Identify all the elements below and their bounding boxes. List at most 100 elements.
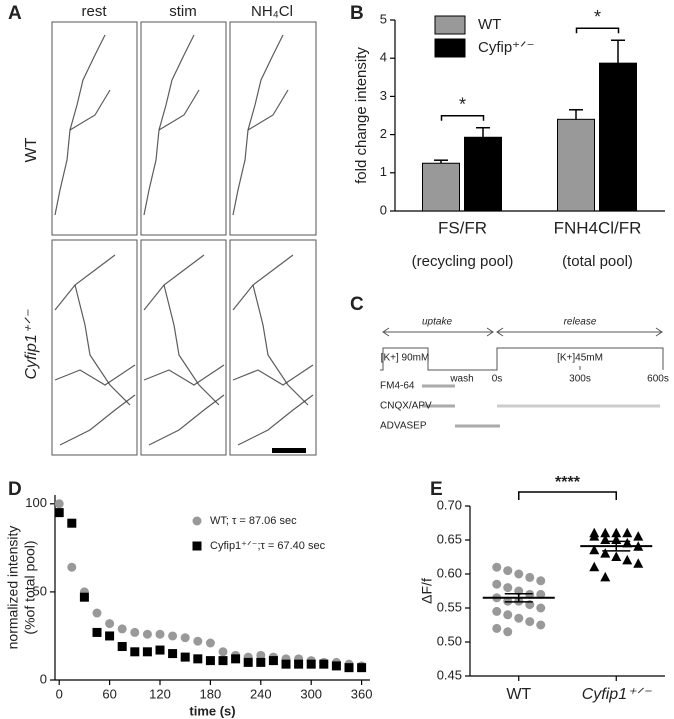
- data-point: [611, 527, 622, 538]
- data-point: [492, 606, 502, 616]
- column-label: rest: [81, 3, 107, 20]
- data-point: [492, 562, 502, 572]
- data-point: [281, 659, 291, 669]
- data-point: [256, 657, 266, 667]
- significance-bracket: [575, 27, 620, 34]
- column-label: stim: [169, 3, 197, 20]
- data-point: [600, 527, 611, 538]
- legend-label: Cyfip1⁺ᐟ⁻;τ = 67.40 sec: [210, 540, 326, 552]
- data-point: [622, 527, 633, 538]
- data-point: [306, 659, 316, 669]
- x-tick-label: FNH4Cl/FR: [554, 218, 642, 237]
- data-point: [514, 613, 524, 623]
- data-point: [180, 652, 190, 662]
- data-point: [525, 572, 535, 582]
- y-axis-label: (%of total pool): [22, 540, 38, 634]
- data-point: [589, 531, 600, 541]
- column-label: NH₄Cl: [251, 3, 293, 20]
- y-tick-label: 50: [33, 583, 47, 598]
- data-point: [319, 659, 329, 669]
- y-tick-label: 0: [380, 202, 387, 217]
- row-label: Cyfip1⁺ᐟ⁻: [23, 309, 40, 380]
- data-point: [536, 603, 546, 613]
- data-point: [117, 642, 127, 652]
- data-point: [155, 645, 165, 655]
- drug-label: ADVASEP: [380, 421, 427, 432]
- micrographs: [51, 21, 317, 456]
- y-tick-label: 100: [25, 495, 47, 510]
- x-tick-label: FS/FR: [438, 218, 487, 237]
- data-point: [168, 649, 178, 659]
- time-label: 600s: [647, 374, 669, 385]
- data-point: [600, 548, 611, 558]
- significance-bracket: [518, 491, 617, 500]
- significance-label: *: [459, 94, 466, 114]
- x-tick-label: WT: [506, 686, 531, 703]
- y-axis-label: fold change intensity: [353, 47, 370, 184]
- data-point: [180, 633, 190, 643]
- data-point: [105, 619, 115, 629]
- data-point: [130, 627, 140, 637]
- x-tick-label: 60: [102, 686, 116, 701]
- data-point: [67, 518, 77, 528]
- x-tick-label: 360: [351, 686, 373, 701]
- data-point: [633, 531, 644, 541]
- data-point: [92, 627, 102, 637]
- bar: [422, 162, 460, 212]
- data-point: [344, 663, 354, 673]
- significance-label: ****: [555, 474, 581, 491]
- data-point: [536, 589, 546, 599]
- legend-label: WT: [478, 16, 501, 33]
- data-point: [193, 636, 203, 646]
- data-point: [589, 544, 600, 555]
- bar: [557, 118, 595, 212]
- data-point: [193, 654, 203, 664]
- x-tick-label: 240: [250, 686, 272, 701]
- category-note: (recycling pool): [412, 253, 514, 270]
- protocol-diagram: [380, 327, 664, 428]
- legend-swatch: [434, 38, 466, 58]
- data-point: [54, 508, 64, 518]
- data-point: [67, 562, 77, 572]
- data-point: [256, 650, 266, 660]
- row-label: WT: [23, 137, 40, 162]
- data-point: [492, 579, 502, 589]
- data-point: [54, 499, 64, 509]
- data-point: [218, 656, 228, 666]
- x-axis-label: time (s): [189, 703, 235, 718]
- panel-label: E: [430, 479, 443, 500]
- data-point: [492, 623, 502, 633]
- wash-label: wash: [449, 374, 473, 385]
- bar: [599, 62, 637, 212]
- legend-marker: [192, 516, 202, 526]
- data-point: [231, 654, 241, 664]
- y-tick-label: 0.55: [437, 599, 462, 614]
- legend-label: WT; τ = 87.06 sec: [210, 515, 297, 527]
- data-point: [503, 566, 513, 576]
- data-point: [294, 659, 304, 669]
- legend-marker: [192, 541, 202, 551]
- data-point: [79, 592, 89, 602]
- y-axis-label: normalized intensity: [5, 526, 21, 650]
- data-point: [142, 629, 152, 639]
- panel-label: C: [350, 294, 364, 315]
- phase-label: uptake: [422, 317, 452, 328]
- data-point: [92, 608, 102, 618]
- data-point: [105, 631, 115, 641]
- panel-label: D: [8, 479, 22, 500]
- data-point: [536, 620, 546, 630]
- data-point: [168, 631, 178, 641]
- data-point: [589, 561, 600, 572]
- data-point: [503, 627, 513, 637]
- data-point: [268, 656, 278, 666]
- data-point: [155, 629, 165, 639]
- panel-label: B: [350, 3, 364, 24]
- y-tick-label: 1: [380, 164, 387, 179]
- bar: [464, 136, 502, 212]
- significance-bracket: [440, 114, 485, 121]
- significance-label: *: [594, 7, 601, 27]
- data-point: [142, 647, 152, 657]
- y-tick-label: 0.60: [437, 565, 462, 580]
- x-tick-label: 300: [300, 686, 322, 701]
